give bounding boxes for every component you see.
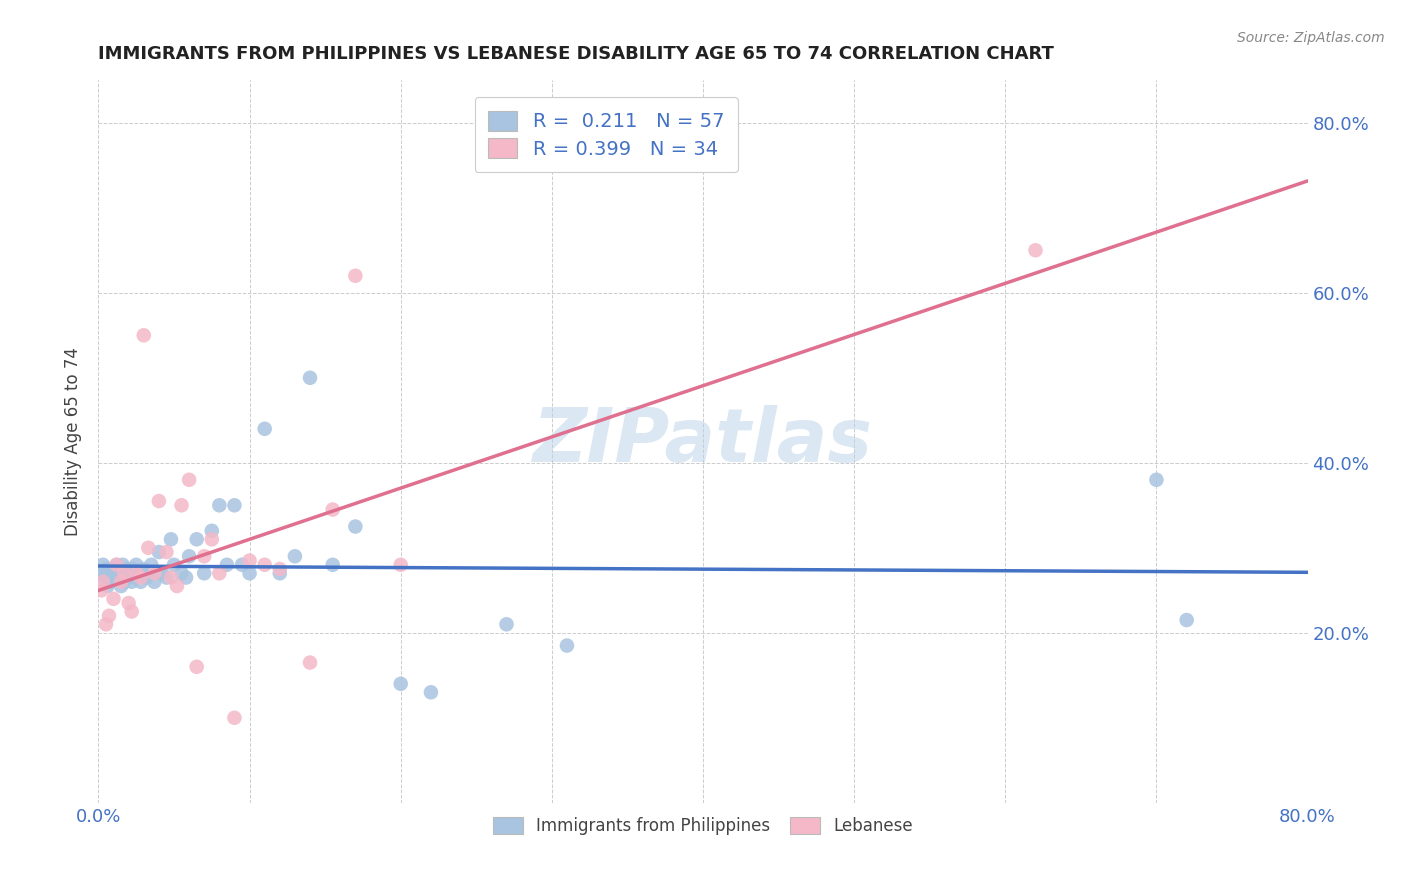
- Point: [224, 498, 246, 512]
- Point: [118, 566, 141, 581]
- Point: [136, 566, 159, 581]
- Point: [118, 596, 141, 610]
- Point: [208, 566, 231, 581]
- Point: [112, 574, 135, 589]
- Point: [201, 533, 224, 547]
- Point: [269, 566, 291, 581]
- Point: [193, 566, 215, 581]
- Point: [1175, 613, 1198, 627]
- Point: [111, 558, 134, 572]
- Point: [101, 562, 124, 576]
- Point: [90, 583, 112, 598]
- Point: [170, 566, 193, 581]
- Point: [103, 591, 125, 606]
- Point: [253, 558, 276, 572]
- Point: [160, 570, 183, 584]
- Point: [136, 541, 159, 555]
- Point: [239, 566, 262, 581]
- Point: [129, 570, 152, 584]
- Point: [96, 579, 118, 593]
- Point: [93, 570, 115, 584]
- Point: [170, 498, 193, 512]
- Point: [112, 566, 135, 581]
- Point: [114, 570, 136, 584]
- Point: [98, 608, 121, 623]
- Point: [107, 570, 129, 584]
- Point: [166, 579, 188, 593]
- Point: [1144, 473, 1167, 487]
- Point: [224, 711, 246, 725]
- Point: [193, 549, 215, 564]
- Point: [389, 677, 412, 691]
- Point: [284, 549, 307, 564]
- Point: [141, 558, 163, 572]
- Point: [495, 617, 517, 632]
- Point: [94, 562, 117, 576]
- Point: [121, 574, 143, 589]
- Point: [299, 656, 322, 670]
- Point: [163, 558, 186, 572]
- Point: [110, 579, 132, 593]
- Point: [150, 566, 173, 581]
- Point: [98, 566, 121, 581]
- Point: [110, 574, 132, 589]
- Point: [253, 422, 276, 436]
- Point: [174, 570, 197, 584]
- Point: [555, 639, 578, 653]
- Point: [105, 558, 128, 572]
- Point: [344, 519, 367, 533]
- Point: [125, 558, 148, 572]
- Point: [143, 566, 166, 581]
- Point: [179, 549, 201, 564]
- Point: [125, 566, 148, 581]
- Point: [215, 558, 238, 572]
- Point: [239, 553, 262, 567]
- Point: [208, 498, 231, 512]
- Point: [143, 574, 166, 589]
- Point: [1024, 244, 1046, 258]
- Point: [148, 494, 170, 508]
- Point: [344, 268, 367, 283]
- Point: [105, 558, 128, 572]
- Point: [129, 574, 152, 589]
- Point: [115, 562, 138, 576]
- Point: [127, 566, 149, 581]
- Point: [100, 574, 122, 589]
- Point: [389, 558, 412, 572]
- Point: [269, 562, 291, 576]
- Point: [299, 371, 322, 385]
- Point: [201, 524, 224, 538]
- Point: [90, 566, 112, 581]
- Point: [155, 545, 177, 559]
- Point: [122, 562, 145, 576]
- Point: [94, 617, 117, 632]
- Point: [108, 566, 131, 581]
- Point: [155, 570, 177, 584]
- Text: ZIPatlas: ZIPatlas: [533, 405, 873, 478]
- Point: [132, 562, 155, 576]
- Point: [322, 502, 344, 516]
- Point: [135, 570, 157, 584]
- Point: [103, 570, 125, 584]
- Text: Source: ZipAtlas.com: Source: ZipAtlas.com: [1237, 31, 1385, 45]
- Point: [231, 558, 253, 572]
- Legend: Immigrants from Philippines, Lebanese: Immigrants from Philippines, Lebanese: [482, 807, 924, 845]
- Point: [160, 533, 183, 547]
- Point: [124, 570, 146, 584]
- Point: [121, 605, 143, 619]
- Point: [91, 574, 114, 589]
- Point: [186, 660, 208, 674]
- Y-axis label: Disability Age 65 to 74: Disability Age 65 to 74: [65, 347, 83, 536]
- Point: [186, 533, 208, 547]
- Point: [91, 558, 114, 572]
- Point: [179, 473, 201, 487]
- Point: [322, 558, 344, 572]
- Point: [148, 545, 170, 559]
- Point: [132, 328, 155, 343]
- Point: [420, 685, 443, 699]
- Text: IMMIGRANTS FROM PHILIPPINES VS LEBANESE DISABILITY AGE 65 TO 74 CORRELATION CHAR: IMMIGRANTS FROM PHILIPPINES VS LEBANESE …: [98, 45, 1054, 63]
